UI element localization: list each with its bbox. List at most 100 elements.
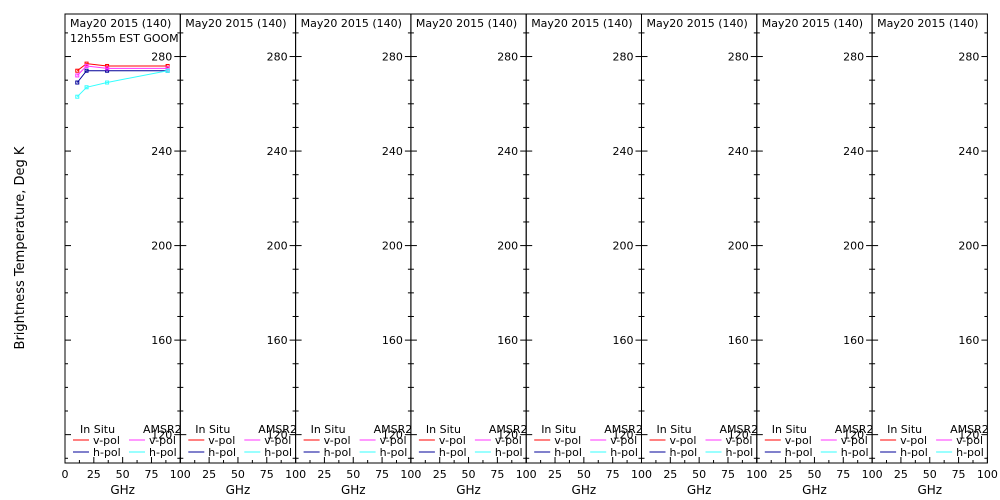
y-tick-label: 120 <box>382 429 403 442</box>
panels-group: May20 2015 (140) 12h55m EST GOOM 120 160 200… <box>62 13 998 497</box>
x-tick-label: 100 <box>746 468 767 481</box>
x-tick-label: 50 <box>577 468 591 481</box>
x-tick-label: 50 <box>346 468 360 481</box>
y-tick-label: 240 <box>497 145 518 158</box>
panel-3: May20 2015 (140) 120 160 200 240 280 25 50 75 100… <box>295 13 421 497</box>
y-tick-label: 200 <box>843 240 864 253</box>
y-tick-label: 120 <box>267 429 288 442</box>
panel-frame <box>756 13 873 464</box>
legend-label: v-pol <box>264 434 291 447</box>
panel-title: May20 2015 (140) <box>70 17 171 30</box>
legend-label: h-pol <box>554 446 582 459</box>
x-axis-label: GHz <box>572 483 597 497</box>
panel-title: May20 2015 (140) <box>647 17 748 30</box>
legend-amsr2-header: AMSR2 <box>835 423 874 436</box>
y-tick-label: 240 <box>958 145 979 158</box>
legend-label: v-pol <box>380 434 407 447</box>
x-tick-label: 25 <box>663 468 677 481</box>
legend-label: v-pol <box>439 434 466 447</box>
legend-in-situ-header: In Situ <box>657 423 692 436</box>
legend-amsr2-header: AMSR2 <box>604 423 643 436</box>
panel-8: May20 2015 (140) 120 160 200 240 280 25 50 75 100… <box>871 13 998 497</box>
panel-6: May20 2015 (140) 120 160 200 240 280 25 50 75 100… <box>641 13 767 497</box>
series-line <box>76 63 168 72</box>
x-tick-label: 100 <box>862 468 883 481</box>
x-axis-label: GHz <box>226 483 251 497</box>
legend-label: h-pol <box>610 446 638 459</box>
y-tick-label: 200 <box>613 240 634 253</box>
legend-in-situ-header: In Situ <box>311 423 346 436</box>
x-tick-label: 75 <box>375 468 389 481</box>
y-tick-label: 200 <box>728 240 749 253</box>
y-axis-label: Brightness Temperature, Deg K <box>13 146 28 349</box>
panel-title: May20 2015 (140) <box>185 17 286 30</box>
data-point <box>75 80 80 85</box>
legend-amsr2-header: AMSR2 <box>950 423 989 436</box>
data-point <box>75 68 80 73</box>
x-tick-label: 0 <box>62 468 69 481</box>
x-tick-label: 100 <box>285 468 306 481</box>
data-point <box>84 85 89 90</box>
panel-frame <box>871 13 988 464</box>
y-tick-label: 120 <box>728 429 749 442</box>
x-tick-label: 75 <box>260 468 274 481</box>
y-tick-label: 120 <box>958 429 979 442</box>
y-tick-label: 240 <box>613 145 634 158</box>
legend-in-situ-header: In Situ <box>541 423 576 436</box>
legend-label: v-pol <box>93 434 120 447</box>
legend-label: h-pol <box>439 446 467 459</box>
x-tick-label: 25 <box>548 468 562 481</box>
x-tick-label: 50 <box>231 468 245 481</box>
y-tick-label: 240 <box>151 145 172 158</box>
x-tick-label: 50 <box>116 468 130 481</box>
panel-4: May20 2015 (140) 120 160 200 240 280 25 50 75 100… <box>410 13 537 497</box>
data-point <box>165 66 170 71</box>
x-tick-label: 25 <box>202 468 216 481</box>
x-tick-label: 50 <box>692 468 706 481</box>
y-tick-label: 120 <box>151 429 172 442</box>
data-point <box>105 80 110 85</box>
y-tick-label: 200 <box>497 240 518 253</box>
legend-label: h-pol <box>670 446 698 459</box>
legend-label: h-pol <box>785 446 813 459</box>
legend-amsr2-header: AMSR2 <box>489 423 528 436</box>
y-tick-label: 280 <box>151 51 172 64</box>
y-tick-label: 160 <box>728 334 749 347</box>
data-point <box>75 73 80 78</box>
x-tick-label: 100 <box>170 468 191 481</box>
legend-label: v-pol <box>726 434 753 447</box>
y-tick-label: 160 <box>382 334 403 347</box>
legend-label: h-pol <box>900 446 928 459</box>
data-point <box>105 66 110 71</box>
x-tick-label: 50 <box>462 468 476 481</box>
legend-label: h-pol <box>149 446 177 459</box>
panel-frame <box>64 13 181 464</box>
y-tick-label: 120 <box>843 429 864 442</box>
panel-title: May20 2015 (140) <box>301 17 402 30</box>
x-tick-label: 25 <box>317 468 331 481</box>
time-label: 12h55m EST GOOM <box>70 32 179 45</box>
legend-label: h-pol <box>956 446 984 459</box>
data-point <box>105 63 110 68</box>
x-axis-label: GHz <box>917 483 942 497</box>
panel-frame <box>179 13 297 464</box>
x-tick-label: 75 <box>721 468 735 481</box>
panel-title: May20 2015 (140) <box>416 17 517 30</box>
y-tick-label: 240 <box>843 145 864 158</box>
legend-amsr2-header: AMSR2 <box>720 423 759 436</box>
y-tick-label: 280 <box>843 51 864 64</box>
legend-label: v-pol <box>495 434 522 447</box>
panel-1: May20 2015 (140) 12h55m EST GOOM 120 160 200… <box>62 13 191 497</box>
x-axis-label: GHz <box>456 483 481 497</box>
legend-label: v-pol <box>956 434 983 447</box>
data-point <box>105 68 110 73</box>
legend-in-situ-header: In Situ <box>80 423 115 436</box>
y-tick-label: 280 <box>613 51 634 64</box>
x-tick-label: 75 <box>952 468 966 481</box>
series-line <box>76 65 168 76</box>
legend-in-situ-header: In Situ <box>887 423 922 436</box>
legend-label: v-pol <box>554 434 581 447</box>
legend-in-situ-header: In Situ <box>772 423 807 436</box>
y-tick-label: 240 <box>382 145 403 158</box>
